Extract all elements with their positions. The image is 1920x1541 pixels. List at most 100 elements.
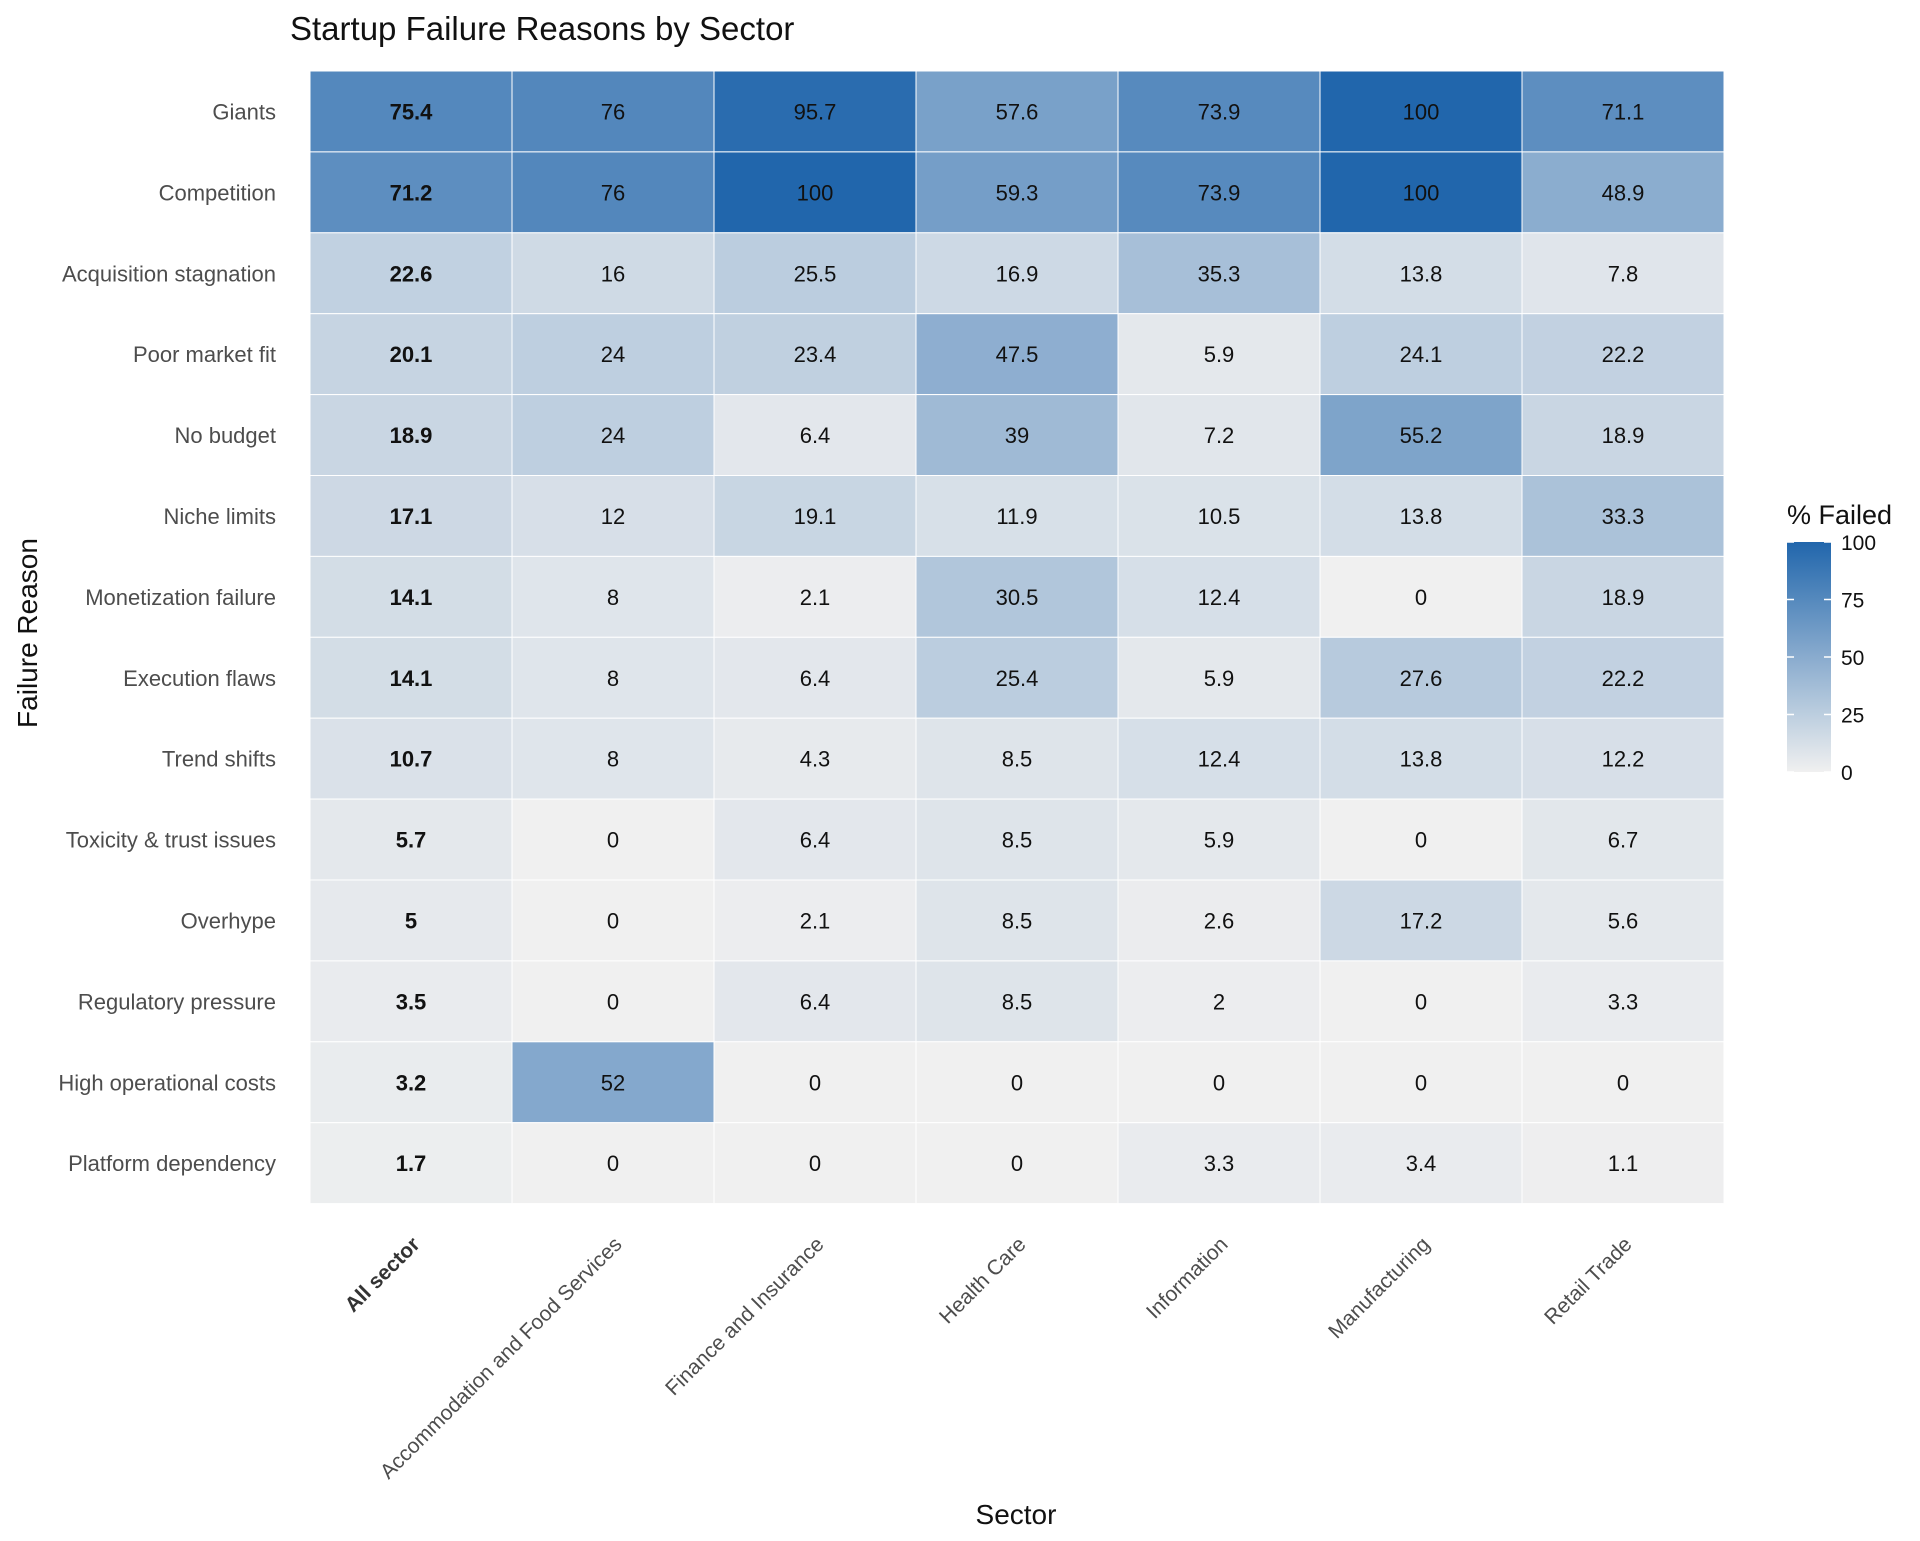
cell-value-label: 95.7 <box>794 99 837 124</box>
cell-value-label: 25.5 <box>794 261 837 286</box>
cell-value-label: 0 <box>1617 1070 1629 1095</box>
cell-value-label: 13.8 <box>1400 747 1443 772</box>
heatmap-cell-niche-limits-all-sector <box>309 475 513 557</box>
heatmap-cell-overhype-all-sector <box>309 879 513 962</box>
cell-value-label: 2.1 <box>800 585 831 610</box>
cell-value-label: 2 <box>1213 989 1225 1014</box>
cell-value-label: 0 <box>809 1070 821 1095</box>
cell-value-label: 5.9 <box>1204 342 1235 367</box>
heatmap-cell-monetization-failure-finance-and-insurance <box>713 555 917 638</box>
cell-value-label: 6.4 <box>800 423 831 448</box>
heatmap-cell-platform-dependency-all-sector <box>309 1122 513 1205</box>
heatmap-cell-high-operational-costs-accommodation-and-food-services <box>511 1041 715 1124</box>
heatmap-cell-poor-market-fit-retail-trade <box>1521 313 1725 396</box>
heatmap-cell-acquisition-stagnation-health-care <box>915 232 1119 315</box>
cell-value-label: 30.5 <box>996 585 1039 610</box>
cell-value-label: 24 <box>601 423 625 448</box>
heatmap-cell-giants-finance-and-insurance <box>713 70 917 153</box>
cell-value-label: 57.6 <box>996 99 1039 124</box>
cell-value-label: 13.8 <box>1400 504 1443 529</box>
column-label-retail-trade: Retail Trade <box>1540 1233 1636 1329</box>
row-label-competition: Competition <box>159 180 276 205</box>
heatmap-cell-execution-flaws-retail-trade <box>1521 636 1725 719</box>
cell-value-label: 0 <box>809 1151 821 1176</box>
heatmap-cell-trend-shifts-information <box>1117 717 1321 800</box>
heatmap-cell-acquisition-stagnation-accommodation-and-food-services <box>511 232 715 315</box>
heatmap-cell-giants-all-sector <box>309 70 513 153</box>
cell-value-label: 24 <box>601 342 625 367</box>
heatmap-cell-high-operational-costs-all-sector <box>309 1041 513 1124</box>
cell-value-label: 6.7 <box>1608 828 1639 853</box>
cell-value-label: 22.2 <box>1602 342 1645 367</box>
heatmap-cell-niche-limits-finance-and-insurance <box>713 475 917 557</box>
heatmap-cell-execution-flaws-accommodation-and-food-services <box>511 636 715 719</box>
y-axis-title: Failure Reason <box>12 538 43 728</box>
cell-value-label: 5.6 <box>1608 908 1639 933</box>
cell-value-label: 8.5 <box>1002 908 1033 933</box>
cell-value-label: 76 <box>601 99 625 124</box>
heatmap-cell-regulatory-pressure-retail-trade <box>1521 960 1725 1043</box>
cell-value-label: 12.4 <box>1198 747 1241 772</box>
heatmap-cell-giants-information <box>1117 70 1321 153</box>
heatmap-cell-execution-flaws-health-care <box>915 636 1119 719</box>
row-labels: Giants Competition Acquisition stagnation P… <box>58 99 276 1176</box>
heatmap-cell-overhype-health-care <box>915 879 1119 962</box>
cell-value-label: 3.3 <box>1204 1151 1235 1176</box>
row-label-toxicity-and-trust-issues: Toxicity & trust issues <box>66 828 276 853</box>
heatmap-cell-overhype-finance-and-insurance <box>713 879 917 962</box>
column-label-information: Information <box>1142 1233 1233 1324</box>
cell-value-label: 59.3 <box>996 180 1039 205</box>
heatmap-cell-acquisition-stagnation-information <box>1117 232 1321 315</box>
row-label-trend-shifts: Trend shifts <box>162 747 276 772</box>
cell-value-label: 22.6 <box>390 261 433 286</box>
heatmap-cell-toxicity-and-trust-issues-retail-trade <box>1521 798 1725 881</box>
cell-value-label: 18.9 <box>390 423 433 448</box>
legend-color-bar <box>1787 542 1831 772</box>
cell-value-label: 6.4 <box>800 989 831 1014</box>
cell-value-label: 8.5 <box>1002 747 1033 772</box>
heatmap-cell-regulatory-pressure-information <box>1117 960 1321 1043</box>
cell-value-label: 27.6 <box>1400 666 1443 691</box>
cell-value-label: 7.8 <box>1608 261 1639 286</box>
cell-value-label: 12.4 <box>1198 585 1241 610</box>
heatmap-cell-overhype-information <box>1117 879 1321 962</box>
x-axis-title: Sector <box>976 1499 1057 1530</box>
heatmap-cell-high-operational-costs-health-care <box>915 1041 1119 1124</box>
row-label-no-budget: No budget <box>174 423 276 448</box>
row-label-execution-flaws: Execution flaws <box>123 666 276 691</box>
cell-value-label: 8 <box>607 585 619 610</box>
heatmap-cell-no-budget-retail-trade <box>1521 394 1725 477</box>
heatmap-cell-high-operational-costs-information <box>1117 1041 1321 1124</box>
cell-value-label: 4.3 <box>800 747 831 772</box>
heatmap-cell-poor-market-fit-accommodation-and-food-services <box>511 313 715 396</box>
heatmap-cell-high-operational-costs-retail-trade <box>1521 1041 1725 1124</box>
cell-value-label: 73.9 <box>1198 99 1241 124</box>
heatmap-cell-overhype-accommodation-and-food-services <box>511 879 715 962</box>
cell-value-label: 100 <box>1403 99 1440 124</box>
cell-value-label: 8.5 <box>1002 828 1033 853</box>
legend-tick-label: 100 <box>1841 532 1876 555</box>
heatmap-cell-niche-limits-accommodation-and-food-services <box>511 475 715 557</box>
cell-value-label: 0 <box>1415 1070 1427 1095</box>
heatmap-cell-toxicity-and-trust-issues-finance-and-insurance <box>713 798 917 881</box>
cell-value-label: 8 <box>607 747 619 772</box>
heatmap-cell-trend-shifts-finance-and-insurance <box>713 717 917 800</box>
heatmap-cell-monetization-failure-all-sector <box>309 555 513 638</box>
cell-value-label: 22.2 <box>1602 666 1645 691</box>
cell-value-label: 73.9 <box>1198 180 1241 205</box>
heatmap-cell-monetization-failure-retail-trade <box>1521 555 1725 638</box>
row-label-regulatory-pressure: Regulatory pressure <box>78 989 276 1014</box>
heatmap-cell-monetization-failure-manufacturing <box>1319 555 1523 638</box>
heatmap-cell-platform-dependency-manufacturing <box>1319 1122 1523 1205</box>
heatmap-cell-competition-retail-trade <box>1521 151 1725 234</box>
heatmap-cell-competition-manufacturing <box>1319 151 1523 234</box>
cell-value-label: 5.9 <box>1204 666 1235 691</box>
cell-value-label: 0 <box>607 989 619 1014</box>
heatmap-cell-trend-shifts-manufacturing <box>1319 717 1523 800</box>
heatmap-cell-giants-accommodation-and-food-services <box>511 70 715 153</box>
cell-value-label: 12 <box>601 504 625 529</box>
row-label-niche-limits: Niche limits <box>164 504 276 529</box>
row-label-high-operational-costs: High operational costs <box>58 1070 276 1095</box>
